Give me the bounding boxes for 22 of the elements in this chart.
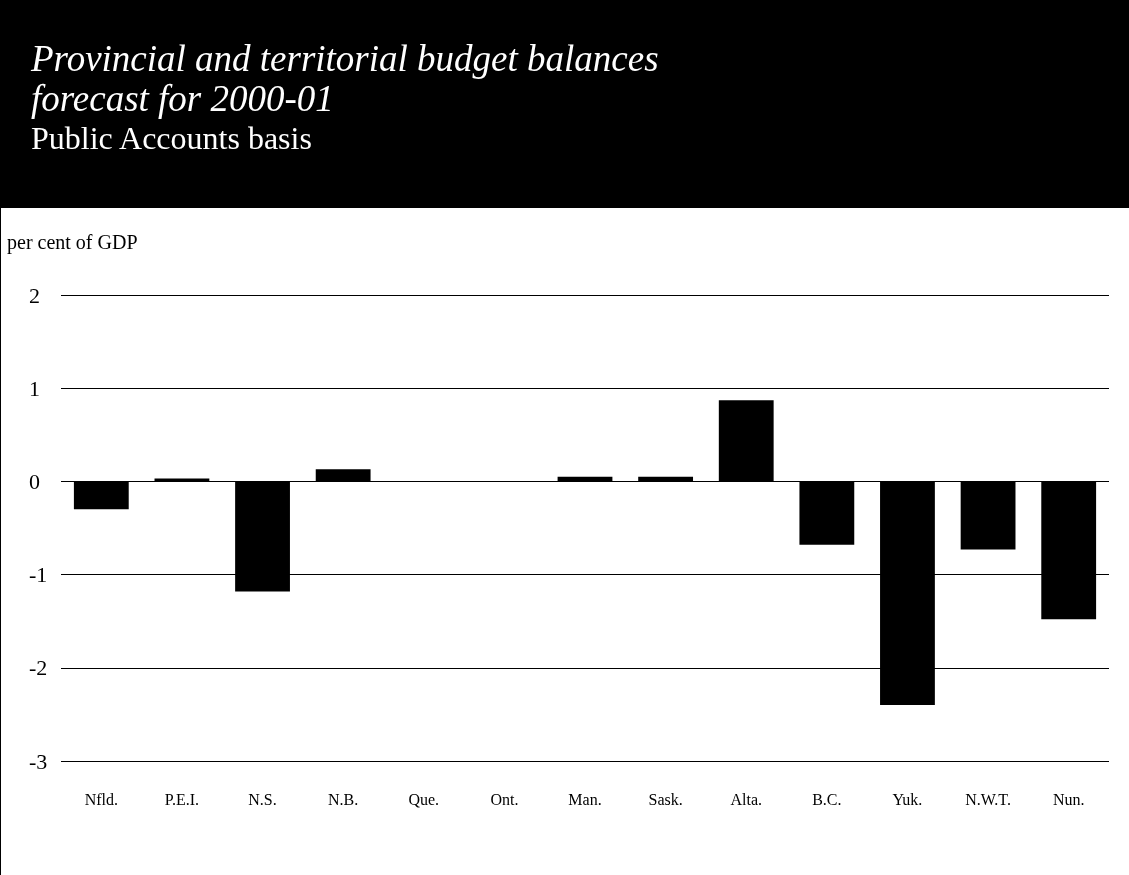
y-tick-label: 1 (29, 375, 40, 401)
y-tick-label: -2 (29, 655, 48, 681)
y-tick-label: 2 (29, 282, 40, 308)
y-tick-label: 0 (29, 468, 40, 494)
x-tick-label: Sask. (648, 790, 683, 808)
x-tick-label: N.B. (328, 790, 359, 808)
x-tick-label: N.S. (248, 790, 277, 808)
x-tick-label: Nun. (1052, 790, 1085, 808)
y-axis-title: per cent of GDP (7, 231, 138, 254)
y-tick-label: -1 (29, 562, 48, 588)
x-tick-label: Alta. (730, 790, 762, 808)
x-tick-label: P.E.I. (164, 790, 200, 808)
chart-subtitle: Public Accounts basis (31, 119, 313, 157)
x-tick-label: B.C. (812, 790, 842, 808)
x-tick-label: Man. (568, 790, 602, 808)
x-tick-label: N.W.T. (965, 790, 1011, 808)
x-tick-label: Nfld. (84, 790, 118, 808)
chart-title: Provincial and territorial budget balances forecast for 2000-01 (31, 38, 660, 119)
y-tick-label: -3 (29, 748, 48, 774)
x-tick-label: Yuk. (892, 790, 923, 808)
x-tick-label: Ont. (490, 790, 519, 808)
x-tick-label: Que. (408, 790, 440, 808)
